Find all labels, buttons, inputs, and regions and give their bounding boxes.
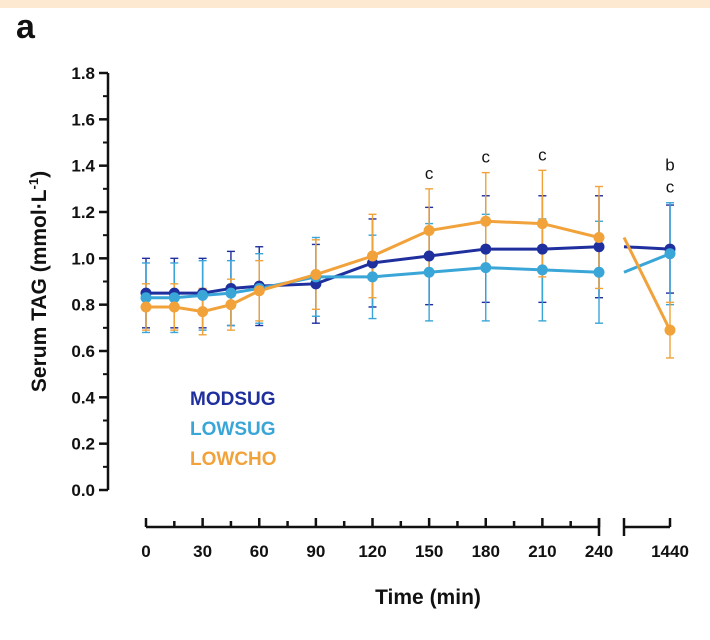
y-tick-label: 0.2: [71, 435, 95, 454]
y-tick-label: 1.2: [71, 203, 95, 222]
y-tick-label: 0.0: [71, 481, 95, 500]
modsug-data-point: [593, 241, 605, 253]
panel-label: a: [16, 8, 35, 46]
lowsug-data-point: [140, 292, 152, 304]
lowsug-data-point: [225, 287, 237, 299]
lowsug-data-point: [664, 248, 676, 260]
lowcho-data-point: [310, 269, 322, 281]
modsug-data-point: [423, 250, 435, 262]
lowsug-data-point: [423, 266, 435, 278]
lowsug-data-point: [480, 262, 492, 274]
lowcho-data-point: [480, 215, 492, 227]
lowcho-series-line-late: [622, 236, 672, 331]
modsug-series-line-late: [623, 245, 671, 251]
x-tick-label: 0: [141, 542, 150, 561]
legend-modsug: MODSUG: [190, 389, 276, 410]
y-tick-label: 1.8: [71, 64, 95, 83]
significance-annotation: c: [482, 148, 491, 167]
x-tick-label: 30: [193, 542, 212, 561]
legend-lowcho: LOWCHO: [190, 449, 277, 470]
x-tick-label: 90: [306, 542, 325, 561]
x-tick-label: 150: [415, 542, 443, 561]
lowsug-data-point: [367, 271, 378, 283]
y-tick-label: 1.6: [71, 110, 95, 129]
lowcho-data-point: [197, 306, 209, 318]
lowsug-data-point: [593, 266, 605, 278]
x-tick-label: 120: [358, 542, 386, 561]
lowcho-data-point: [140, 301, 152, 313]
significance-annotation: c: [538, 145, 547, 164]
lowcho-data-point: [225, 299, 237, 311]
y-axis-title: Serum TAG (mmol·L-1): [26, 171, 51, 392]
x-tick-label: 210: [528, 542, 556, 561]
lowcho-data-point: [664, 324, 676, 336]
lowcho-data-point: [253, 285, 265, 297]
x-tick-label: 60: [250, 542, 269, 561]
y-tick-label: 1.4: [71, 157, 95, 176]
lowsug-data-point: [197, 289, 209, 301]
y-tick-label: 0.4: [71, 388, 95, 407]
y-tick-label: 0.8: [71, 296, 95, 315]
modsug-data-point: [536, 243, 548, 255]
lowcho-data-point: [593, 231, 605, 243]
x-axis-title: Time (min): [375, 586, 481, 609]
legend-lowsug: LOWSUG: [190, 419, 276, 440]
lowcho-data-point: [536, 218, 548, 230]
lowsug-data-point: [168, 292, 180, 304]
y-tick-label: 0.6: [71, 342, 95, 361]
y-tick-label: 1.0: [71, 249, 95, 268]
lowsug-data-point: [536, 264, 548, 276]
lowcho-data-point: [423, 225, 435, 237]
x-tick-label: 240: [585, 542, 613, 561]
lowsug-series-line-late: [623, 252, 671, 274]
x-tick-label: 180: [472, 542, 500, 561]
lowcho-data-point: [168, 301, 180, 313]
significance-annotation: c: [425, 164, 434, 183]
significance-annotation: c: [666, 178, 675, 197]
significance-annotation: b: [665, 156, 674, 175]
modsug-data-point: [480, 243, 492, 255]
lowcho-data-point: [367, 250, 378, 262]
x-tick-label: 1440: [651, 542, 689, 561]
top-highlight-bar: [0, 0, 710, 8]
